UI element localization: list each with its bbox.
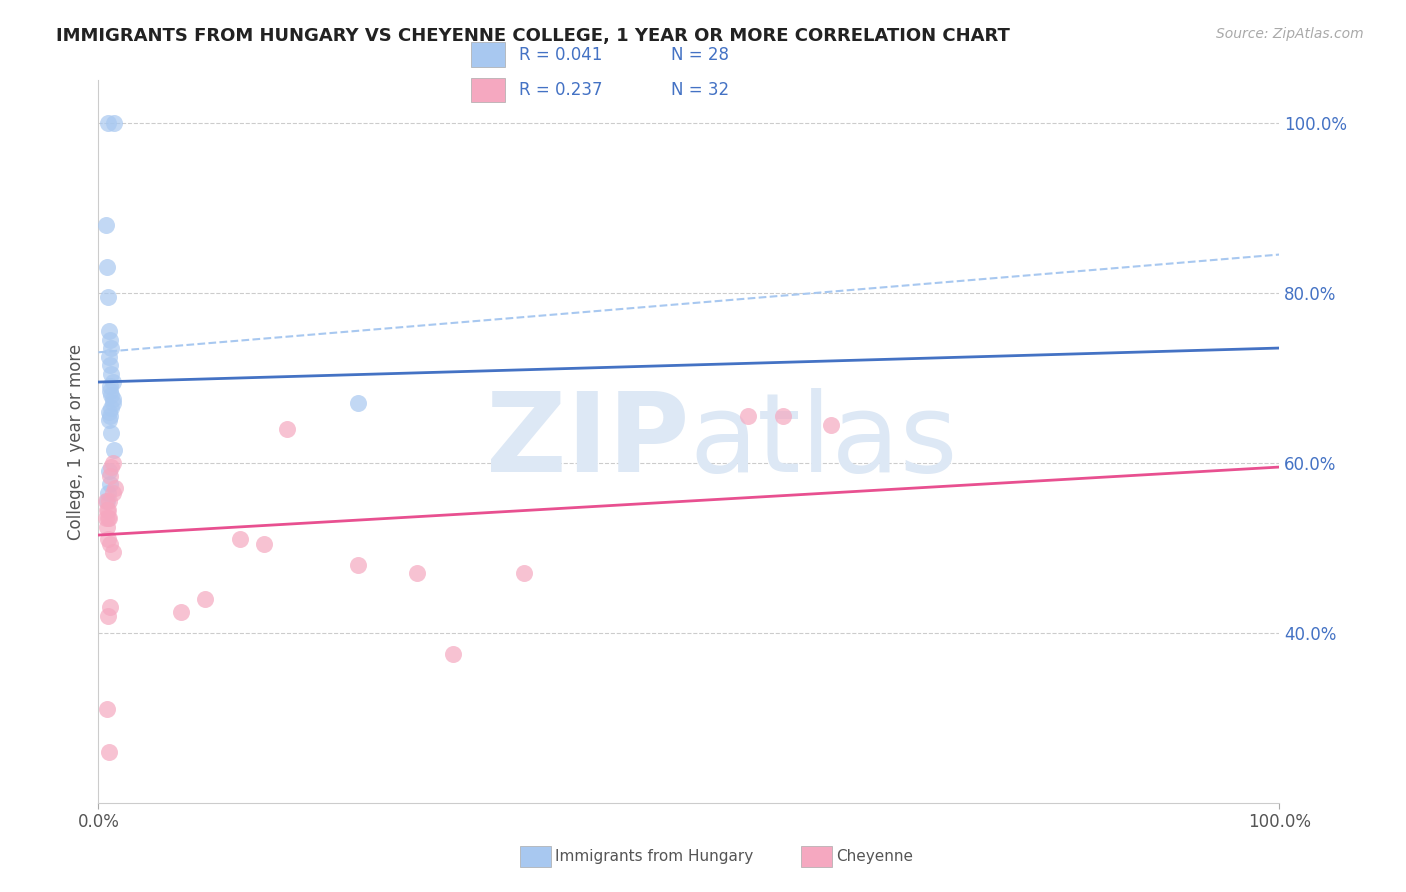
Text: R = 0.237: R = 0.237 <box>519 81 602 99</box>
FancyBboxPatch shape <box>471 43 505 67</box>
Text: atlas: atlas <box>689 388 957 495</box>
Point <box>97 502 120 516</box>
Point <box>406 566 429 581</box>
Point <box>101 396 124 410</box>
Point <box>100 367 122 381</box>
Point <box>97 511 120 525</box>
Text: ZIP: ZIP <box>485 388 689 495</box>
Point <box>98 536 121 550</box>
Point <box>103 116 125 130</box>
Point <box>103 443 125 458</box>
Text: Cheyenne: Cheyenne <box>837 849 914 863</box>
Point <box>98 511 121 525</box>
Point <box>253 536 276 550</box>
Point <box>98 384 121 398</box>
Point <box>276 422 298 436</box>
Point <box>104 481 127 495</box>
Point <box>101 456 124 470</box>
Point <box>97 533 120 547</box>
Text: Immigrants from Hungary: Immigrants from Hungary <box>555 849 754 863</box>
Point <box>347 396 370 410</box>
Point <box>98 350 121 364</box>
Y-axis label: College, 1 year or more: College, 1 year or more <box>66 343 84 540</box>
Point <box>97 485 120 500</box>
Point <box>96 494 118 508</box>
Text: IMMIGRANTS FROM HUNGARY VS CHEYENNE COLLEGE, 1 YEAR OR MORE CORRELATION CHART: IMMIGRANTS FROM HUNGARY VS CHEYENNE COLL… <box>56 27 1010 45</box>
Point <box>96 260 118 275</box>
Point <box>98 413 121 427</box>
Point <box>737 409 759 423</box>
Point <box>98 464 121 478</box>
Point <box>98 494 121 508</box>
Point <box>98 477 121 491</box>
Point <box>96 702 118 716</box>
Text: Source: ZipAtlas.com: Source: ZipAtlas.com <box>1216 27 1364 41</box>
Point <box>100 425 122 440</box>
Point <box>94 494 117 508</box>
Point <box>347 558 370 572</box>
Point <box>98 409 121 423</box>
Point <box>97 116 120 130</box>
Point <box>772 409 794 423</box>
Point <box>97 290 120 304</box>
Point <box>100 388 122 402</box>
Point <box>98 358 121 372</box>
Point <box>94 511 117 525</box>
Point <box>101 485 124 500</box>
Point <box>229 533 252 547</box>
Point <box>101 545 124 559</box>
Text: R = 0.041: R = 0.041 <box>519 45 602 63</box>
Point <box>441 647 464 661</box>
Point <box>97 608 120 623</box>
Point <box>100 341 122 355</box>
Point <box>101 375 124 389</box>
Point <box>98 745 121 759</box>
Point <box>101 392 124 406</box>
Text: N = 28: N = 28 <box>671 45 728 63</box>
Point <box>98 324 121 338</box>
Point <box>100 401 122 415</box>
Point <box>170 605 193 619</box>
Point <box>98 379 121 393</box>
Point <box>94 218 117 232</box>
Point <box>98 600 121 615</box>
Point <box>512 566 534 581</box>
Point <box>98 405 121 419</box>
Text: N = 32: N = 32 <box>671 81 728 99</box>
Point <box>820 417 842 432</box>
Point <box>96 502 118 516</box>
Point <box>100 460 122 475</box>
FancyBboxPatch shape <box>471 78 505 102</box>
Point <box>98 333 121 347</box>
Point <box>194 591 217 606</box>
Point <box>98 468 121 483</box>
Point <box>96 519 118 533</box>
